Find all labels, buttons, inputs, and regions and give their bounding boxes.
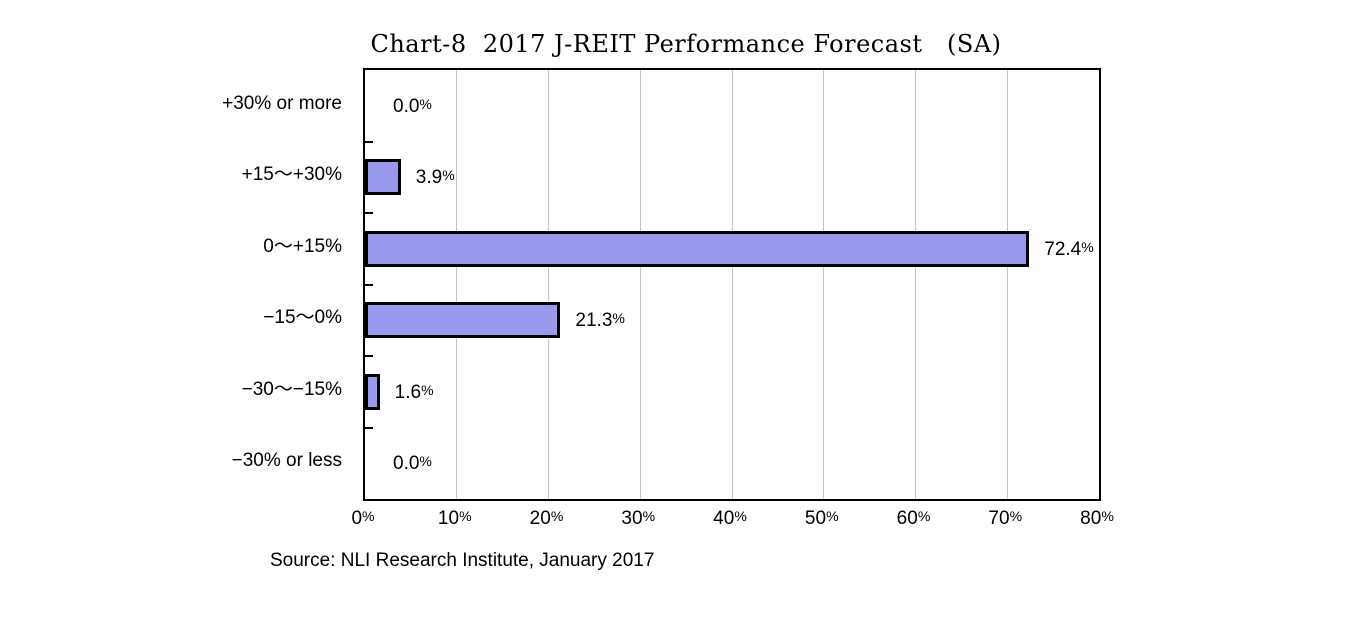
percent-sign: %	[442, 167, 455, 184]
category-label: +15～+30%	[241, 164, 342, 186]
x-axis-tick-label: 0%	[351, 508, 375, 530]
x-axis-tick-label: 10%	[437, 508, 472, 530]
category-label: −15～0%	[263, 307, 342, 329]
percent-sign: %	[1081, 238, 1094, 255]
y-axis-tick	[365, 355, 373, 357]
bar-value-label: 1.6%	[394, 381, 434, 403]
source-note: Source: NLI Research Institute, January …	[270, 550, 655, 571]
y-axis-tick	[365, 426, 373, 429]
bar	[365, 373, 380, 410]
category-label: −30% or less	[231, 450, 342, 472]
bar-value-label: 72.4%	[1044, 238, 1094, 260]
plot-area	[363, 68, 1101, 501]
x-axis-tick-label: 20%	[529, 508, 564, 530]
percent-sign: %	[421, 381, 434, 398]
category-label: 0～+15%	[263, 235, 342, 257]
percent-sign: %	[459, 508, 472, 524]
percent-sign: %	[826, 508, 839, 524]
percent-sign: %	[362, 508, 375, 524]
gridline	[456, 70, 458, 499]
x-axis-tick-label: 50%	[804, 508, 839, 530]
percent-sign: %	[550, 508, 564, 524]
bar-value-label: 3.9%	[415, 167, 455, 189]
percent-sign: %	[419, 95, 432, 112]
gridline	[823, 70, 825, 499]
bar	[365, 230, 1030, 267]
bar-value-label: 21.3%	[575, 310, 625, 332]
bar	[365, 302, 561, 339]
bar-value-label: 0.0%	[393, 453, 432, 475]
y-axis-tick	[365, 140, 373, 143]
x-axis-tick-label: 70%	[988, 508, 1023, 530]
bar-value-label: 0.0%	[393, 95, 432, 117]
gridline	[915, 70, 916, 499]
gridline	[1006, 70, 1008, 499]
y-axis-tick	[365, 212, 373, 214]
x-axis-tick-label: 80%	[1080, 508, 1114, 530]
gridline	[639, 70, 641, 499]
category-label: −30～−15%	[241, 378, 342, 400]
percent-sign: %	[642, 508, 656, 524]
percent-sign: %	[612, 310, 625, 327]
chart-title: Chart-8 2017 J-REIT Performance Forecast…	[370, 30, 1002, 58]
category-label: +30% or more	[222, 92, 342, 114]
bar	[365, 159, 401, 196]
gridline	[548, 70, 549, 499]
percent-sign: %	[917, 508, 931, 524]
x-axis-tick-label: 60%	[896, 508, 931, 530]
percent-sign: %	[419, 453, 432, 470]
gridline	[731, 70, 733, 499]
percent-sign: %	[1009, 508, 1023, 524]
x-axis-tick-label: 40%	[713, 508, 747, 530]
percent-sign: %	[1101, 508, 1114, 524]
percent-sign: %	[734, 508, 747, 524]
x-axis-tick-label: 30%	[621, 508, 656, 530]
y-axis-tick	[365, 283, 373, 286]
